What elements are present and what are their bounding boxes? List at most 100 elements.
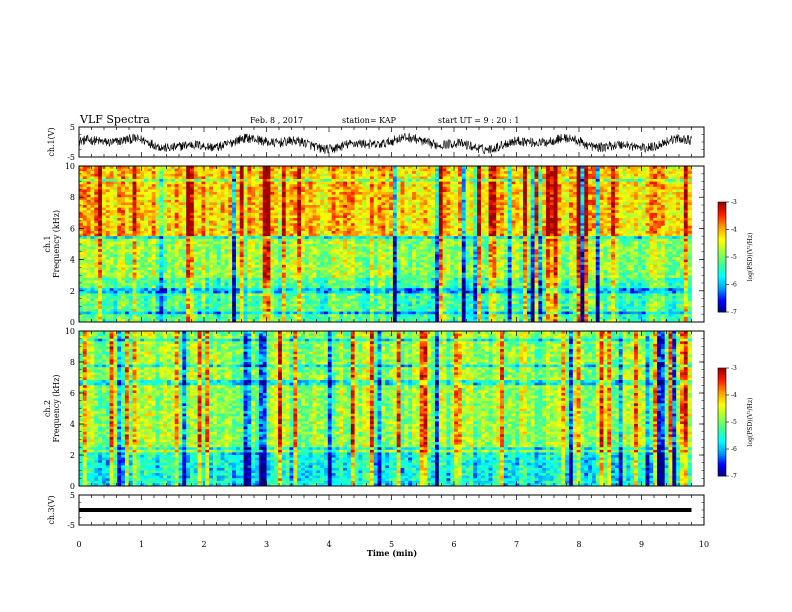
ch1-spectrogram-cell [182,286,186,289]
ch1-spectrogram-cell [117,179,121,182]
ch1-spectrogram-cell [171,182,175,185]
ch1-spectrogram-cell [83,286,87,289]
ch1-spectrogram-cell [113,171,117,174]
ch1-spectrogram-cell [182,241,186,244]
ch1-spectrogram-cell [305,296,309,299]
ch1-spectrogram-cell [148,260,152,263]
ch1-spectrogram-cell [209,249,213,252]
ch1-spectrogram-cell [328,223,332,226]
ch1-spectrogram-cell [159,257,163,260]
ch1-spectrogram-cell [163,280,167,283]
ch1-spectrogram-cell [129,226,133,229]
ch1-spectrogram-cell [156,210,160,213]
ch1-spectrogram-cell [228,171,232,174]
ch1-spectrogram-cell [355,273,359,276]
ch1-spectrogram-cell [205,205,209,208]
ch1-spectrogram-cell [244,231,248,234]
ch1-spectrogram-cell [228,208,232,211]
ch1-spectrogram-cell [148,275,152,278]
ch1-spectrogram-cell [305,223,309,226]
ch1-spectrogram-cell [159,184,163,187]
ch1-spectrogram-cell [366,252,370,255]
ch1-spectrogram-cell [194,234,198,237]
ch1-spectrogram-cell [232,221,236,224]
ch1-spectrogram-cell [167,213,171,216]
ch1-spectrogram-cell [263,265,267,268]
ch1-spectrogram-cell [347,301,351,304]
ch1-spectrogram-cell [159,262,163,265]
ch1-spectrogram-cell [251,192,255,195]
ch1-spectrogram-cell [328,202,332,205]
ch1-spectrogram-cell [144,205,148,208]
ch1-spectrogram-cell [244,223,248,226]
ch1-spectrogram-cell [217,304,221,307]
ch1-spectrogram-cell [171,200,175,203]
ch1-spectrogram-cell [190,252,194,255]
ch1-spectrogram-cell [205,249,209,252]
ch1-spectrogram-cell [301,187,305,190]
ch1-spectrogram-cell [117,197,121,200]
ch1-spectrogram-cell [316,223,320,226]
ch1-spectrogram-cell [313,205,317,208]
ch1-spectrogram-cell [232,291,236,294]
ch1-spectrogram-cell [90,267,94,270]
ch1-spectrogram-cell [247,312,251,315]
ch1-spectrogram-cell [263,223,267,226]
ch1-spectrogram-cell [94,195,98,198]
ch1-spectrogram-cell [290,221,294,224]
ch1-spectrogram-cell [259,275,263,278]
ch1-spectrogram-cell [175,278,179,281]
ch1-spectrogram-cell [117,221,121,224]
ch1-spectrogram-cell [106,286,110,289]
ch1-spectrogram-cell [263,176,267,179]
ch1-spectrogram-cell [98,221,102,224]
ch1-spectrogram-cell [286,254,290,257]
ch1-spectrogram-cell [171,189,175,192]
ch1-spectrogram-cell [247,291,251,294]
ch1-spectrogram-cell [133,275,137,278]
ch1-spectrogram-cell [244,286,248,289]
ch1-spectrogram-cell [106,218,110,221]
ch1-spectrogram-cell [90,296,94,299]
ch1-spectrogram-cell [110,293,114,296]
ch1-spectrogram-cell [179,288,183,291]
ch1-spectrogram-cell [274,314,278,317]
ch1-spectrogram-cell [228,215,232,218]
ch1-spectrogram-cell [113,312,117,315]
ch1-spectrogram-cell [332,252,336,255]
ch1-spectrogram-cell [313,223,317,226]
ch1-spectrogram-cell [335,205,339,208]
ch1-spectrogram-cell [339,309,343,312]
ch1-spectrogram-cell [87,275,91,278]
ch1-spectrogram-cell [194,257,198,260]
ch1-spectrogram-cell [236,192,240,195]
ch1-spectrogram-cell [190,208,194,211]
ch1-spectrogram-cell [190,182,194,185]
ch1-spectrogram-cell [186,275,190,278]
ch1-spectrogram-cell [267,273,271,276]
ch1-spectrogram-cell [232,200,236,203]
ch1-spectrogram-cell [182,278,186,281]
ch1-spectrogram-cell [347,171,351,174]
ch1-spectrogram-cell [343,278,347,281]
ch1-spectrogram-cell [87,226,91,229]
ch1-spectrogram-cell [221,288,225,291]
ch1-spectrogram-cell [381,187,385,190]
ch1-spectrogram-cell [90,301,94,304]
ch1-spectrogram-cell [182,249,186,252]
ch1-spectrogram-cell [221,278,225,281]
ch1-spectrogram-cell [282,247,286,250]
ch1-spectrogram-cell [270,283,274,286]
ch1-spectrogram-cell [343,293,347,296]
ch1-spectrogram-cell [274,275,278,278]
ch1-spectrogram-cell [305,171,309,174]
ch1-spectrogram-cell [102,252,106,255]
ch1-spectrogram-cell [267,301,271,304]
ch1-spectrogram-cell [182,234,186,237]
ch1-spectrogram-cell [278,202,282,205]
ch1-spectrogram-cell [263,270,267,273]
ch1-spectrogram-cell [255,200,259,203]
ch1-spectrogram-cell [129,293,133,296]
ch1-spectrogram-cell [163,275,167,278]
ch1-spectrogram-cell [156,174,160,177]
